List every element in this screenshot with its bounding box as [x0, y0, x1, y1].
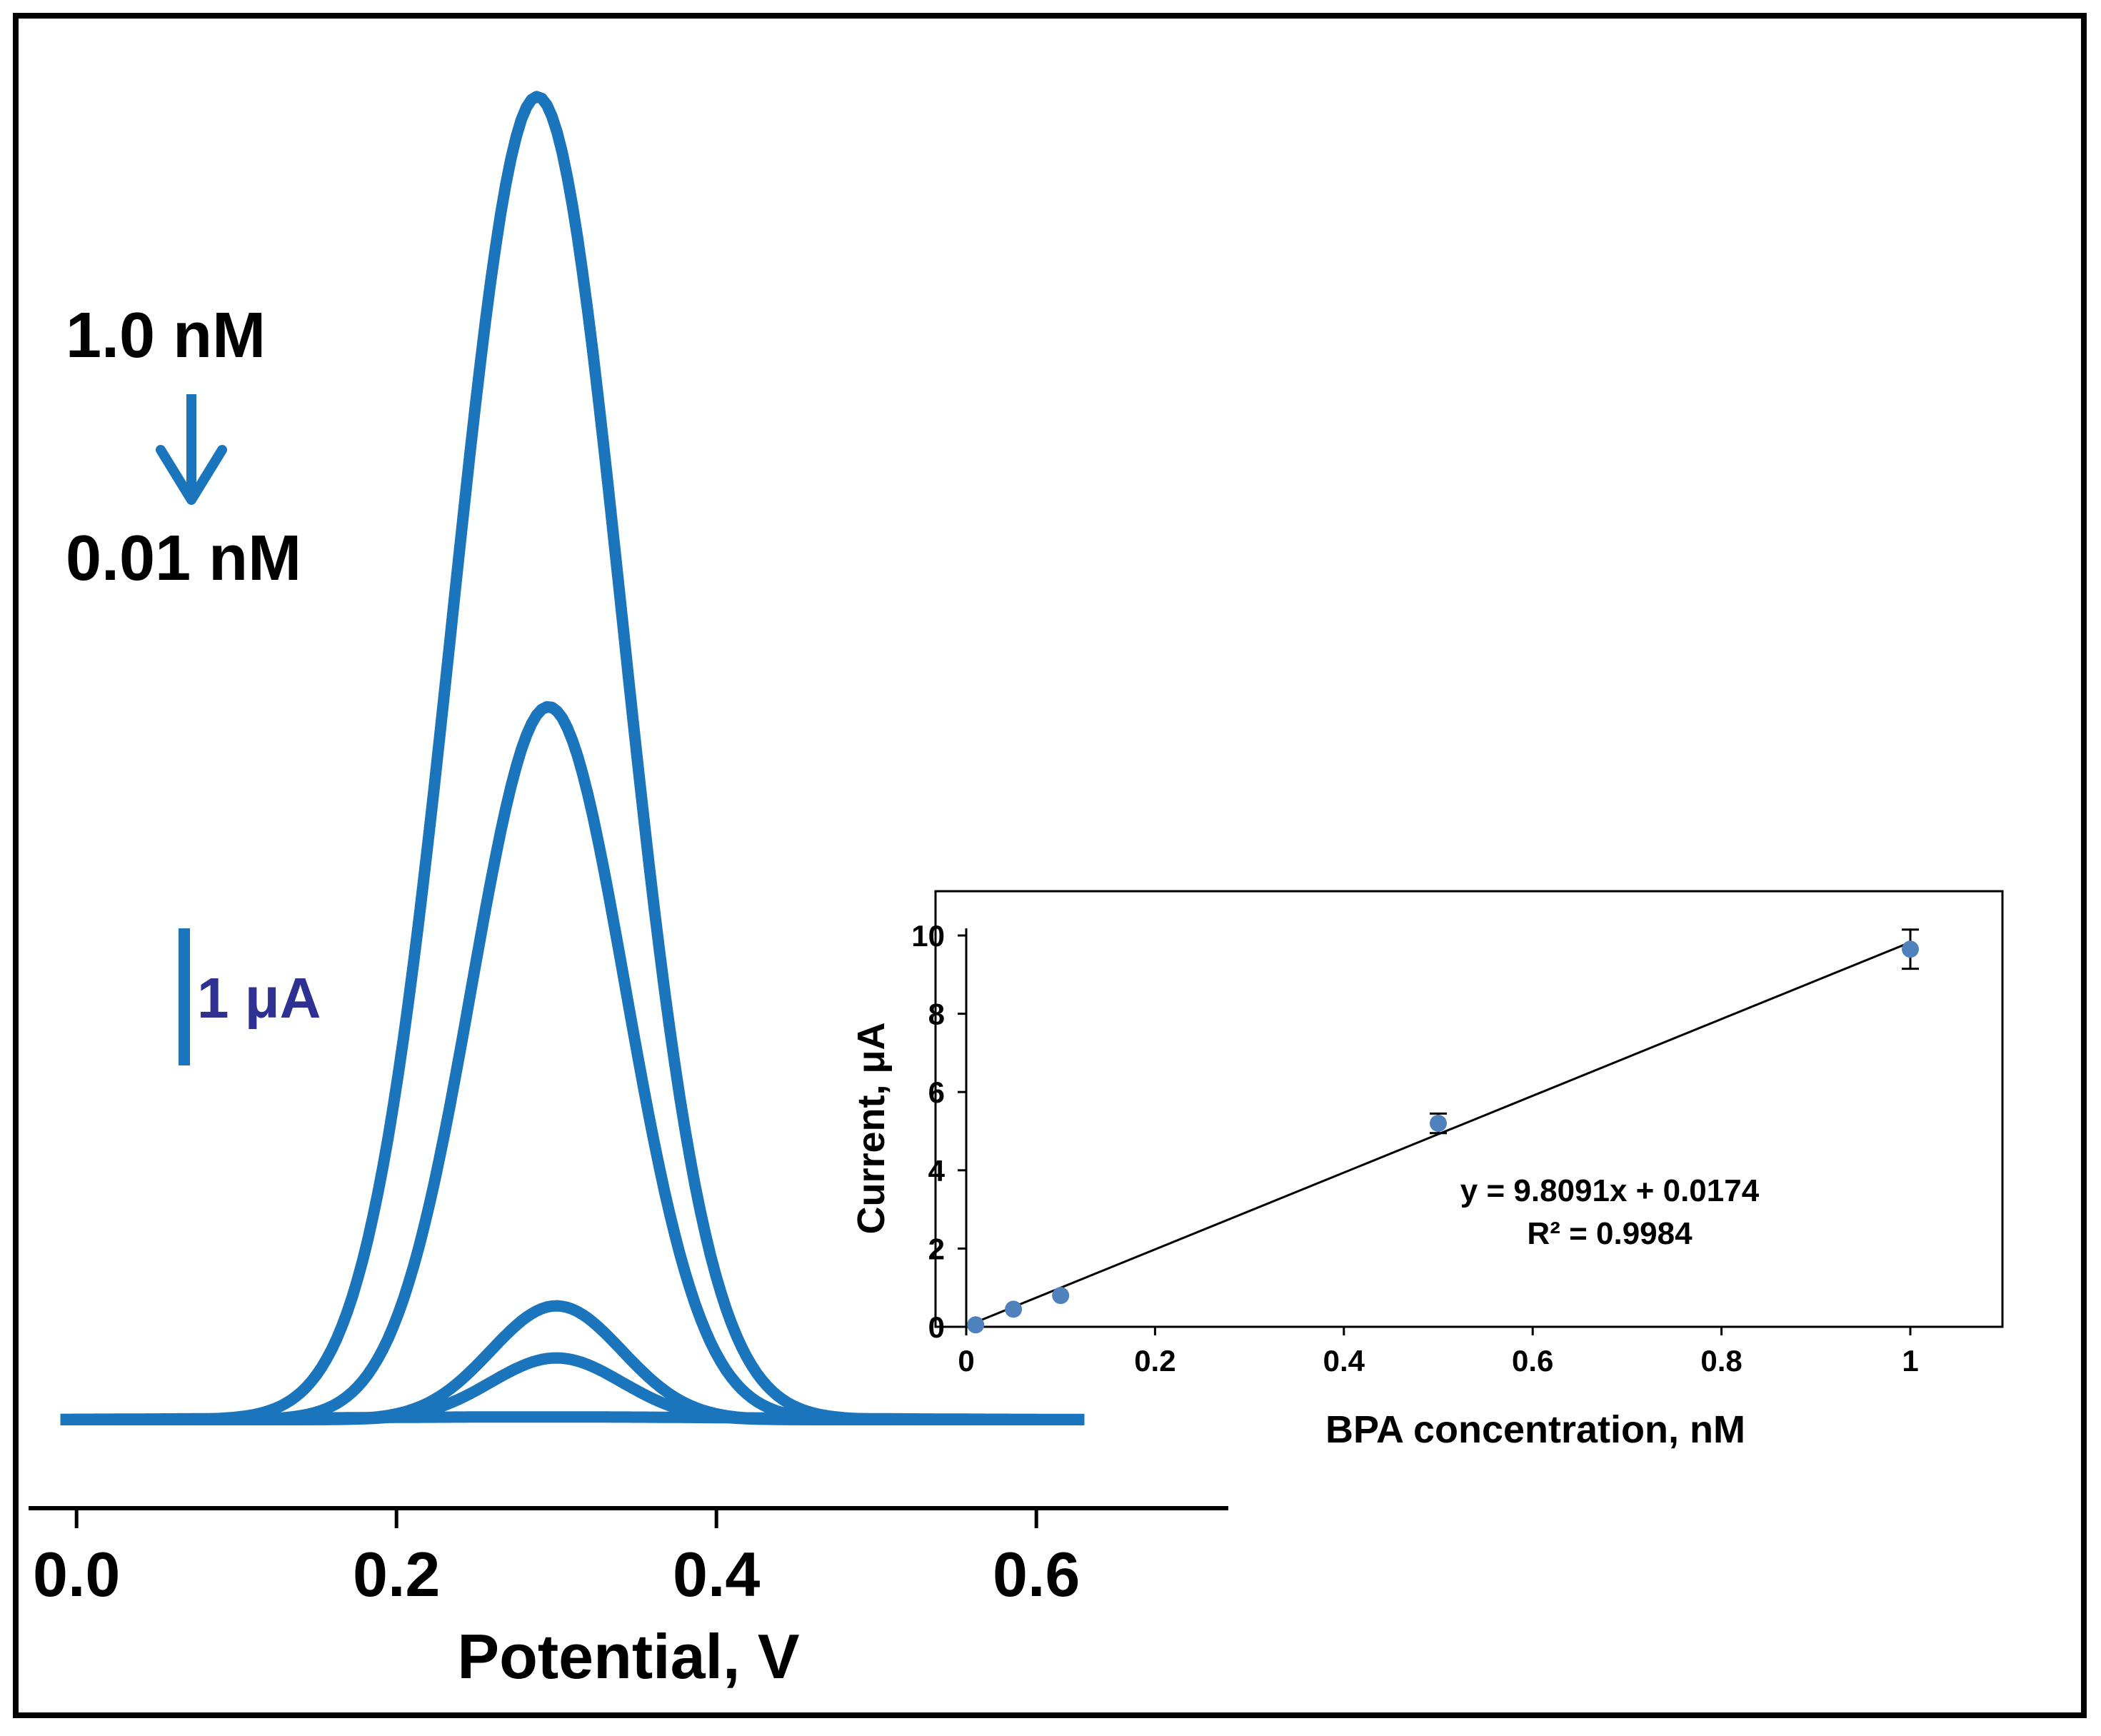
data-point-2 [1052, 1287, 1070, 1305]
inset-x-tick-label-5: 1 [1902, 1344, 1918, 1378]
current-scale-bar-label: 1 μA [197, 966, 321, 1030]
voltammogram-plot: 0.0 0.2 0.4 0.6 Potential, V 1.0 nM 0.01 nM… [29, 91, 1228, 1692]
down-arrow-icon [156, 394, 227, 505]
data-point-1 [1005, 1300, 1023, 1318]
main-x-tick-label-3: 0.6 [993, 1539, 1080, 1610]
inset-frame [934, 890, 2004, 1328]
trace-4 [60, 1411, 1085, 1425]
figure-frame [13, 13, 2087, 1718]
main-x-tick-label-2: 0.4 [673, 1539, 760, 1610]
inset-y-tick-label-2: 4 [928, 1154, 946, 1188]
inset-y-tick-label-3: 6 [928, 1075, 945, 1109]
high-concentration-label: 1.0 nM [66, 300, 266, 371]
low-concentration-label: 0.01 nM [66, 523, 301, 594]
inset-x-tick-label-2: 0.4 [1323, 1344, 1365, 1378]
calibration-inset: 0 0.2 0.4 0.6 0.8 1 0 2 4 6 8 10 y = 9.8091x + 0.0… [850, 890, 2004, 1451]
voltammogram-traces [60, 91, 1085, 1425]
main-x-ticks: 0.0 0.2 0.4 0.6 [33, 1508, 1080, 1610]
inset-y-ticks: 0 2 4 6 8 10 [911, 919, 966, 1344]
data-point-3 [1430, 1115, 1447, 1133]
inset-data-points [967, 928, 1919, 1334]
inset-x-tick-label-1: 0.2 [1134, 1344, 1175, 1378]
inset-y-tick-label-1: 2 [928, 1232, 945, 1265]
inset-x-tick-label-3: 0.6 [1512, 1344, 1553, 1378]
main-x-axis-label: Potential, V [457, 1621, 799, 1692]
inset-regression-equation: y = 9.8091x + 0.0174 [1460, 1173, 1760, 1208]
inset-x-tick-label-4: 0.8 [1700, 1344, 1742, 1378]
inset-y-tick-label-5: 10 [911, 919, 945, 953]
inset-x-tick-label-0: 0 [958, 1344, 974, 1378]
main-x-tick-label-0: 0.0 [33, 1539, 120, 1610]
inset-r-squared: R² = 0.9984 [1527, 1216, 1693, 1251]
inset-x-ticks: 0 0.2 0.4 0.6 0.8 1 [958, 1327, 1919, 1378]
inset-y-axis-label: Current, μA [850, 1022, 893, 1234]
main-x-tick-label-1: 0.2 [353, 1539, 440, 1610]
inset-y-tick-label-4: 8 [928, 998, 945, 1031]
data-point-0 [967, 1316, 985, 1334]
inset-y-tick-label-0: 0 [928, 1310, 945, 1344]
inset-x-axis-label: BPA concentration, nM [1325, 1408, 1745, 1451]
data-point-4 [1902, 940, 1919, 958]
